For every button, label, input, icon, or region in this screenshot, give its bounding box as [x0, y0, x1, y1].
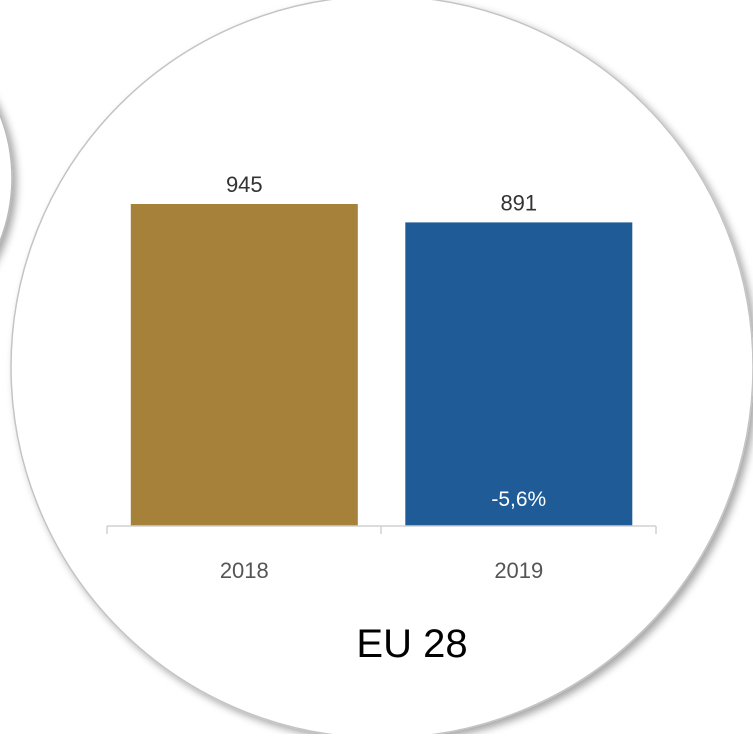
- chart-title: EU 28: [356, 622, 467, 666]
- bars-layer: [130, 204, 633, 526]
- category-label: 2018: [220, 558, 269, 583]
- labels-layer: 945 2018 891 2019 -5,6%: [220, 172, 546, 583]
- bar-value-label: 891: [500, 190, 537, 215]
- change-percentage-label: -5,6%: [491, 488, 546, 511]
- category-label: 2019: [494, 558, 543, 583]
- bar-2019: [405, 222, 633, 526]
- bar-2018: [130, 204, 358, 526]
- left-partial-circle: [0, 112, 13, 244]
- bar-value-label: 945: [226, 172, 263, 197]
